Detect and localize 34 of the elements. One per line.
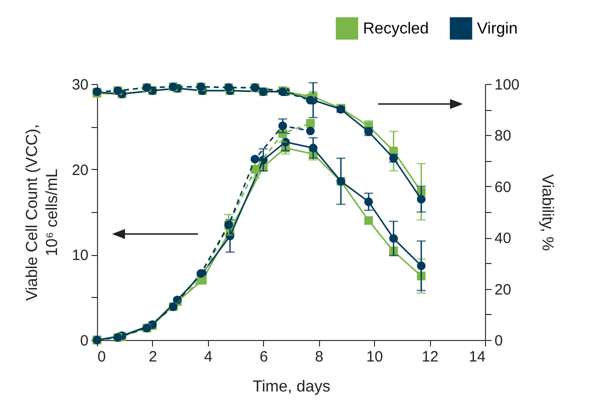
x-tick-label: 6	[260, 348, 268, 366]
point	[416, 194, 426, 204]
point	[250, 154, 260, 164]
x-tick-label: 12	[422, 348, 438, 366]
point	[308, 144, 318, 152]
x-tick-label: 14	[468, 348, 486, 366]
y2-tick-label: 40	[494, 230, 512, 248]
legend-label: Virgin	[477, 20, 518, 38]
y-tick-label: 0	[80, 332, 88, 350]
point	[364, 197, 373, 206]
y2-tick-label: 20	[494, 281, 512, 298]
point	[389, 234, 398, 243]
y2-axis-title: Viability, %	[538, 174, 556, 251]
point	[250, 165, 260, 174]
y2-tick-label: 80	[494, 128, 512, 145]
legend-label: Recycled	[363, 20, 429, 38]
point	[364, 216, 373, 225]
x-axis-title: Time, days	[252, 378, 330, 396]
y-tick-label: 10	[72, 247, 88, 264]
y-tick-label: 30	[72, 76, 88, 94]
x-tick-label: 2	[148, 348, 158, 366]
y2-tick-label: 60	[494, 178, 512, 196]
point	[278, 121, 288, 130]
point	[306, 126, 315, 136]
y2-tick-label: 100	[494, 76, 520, 94]
x-tick-label: 4	[204, 348, 213, 366]
y2-tick-label: 0	[494, 332, 503, 350]
x-tick-label: 10	[366, 348, 383, 366]
y-axis-title: Viable Cell Count (VCC), 10⁶ cells/mL	[24, 124, 61, 301]
y-tick-label: 20	[72, 162, 88, 179]
point	[306, 118, 315, 128]
x-tick-label: 0	[98, 348, 106, 366]
x-tick-label: 8	[315, 348, 324, 366]
point	[416, 261, 426, 270]
